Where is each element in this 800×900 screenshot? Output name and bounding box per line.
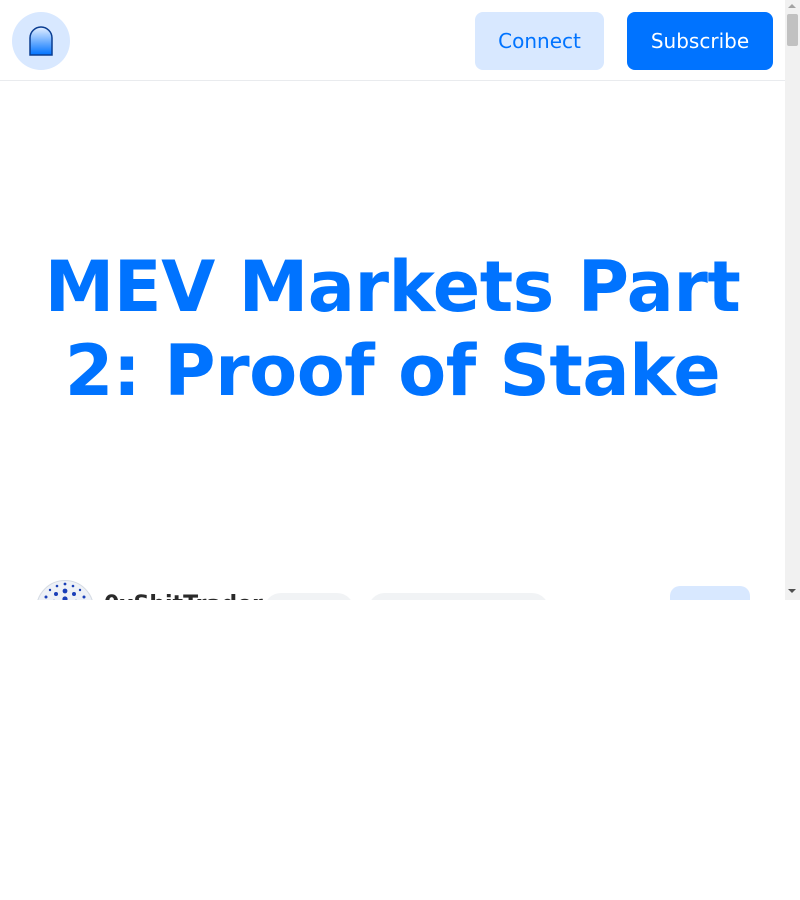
author-name[interactable]: 0xShitTrader [104,592,263,600]
meta-pill[interactable] [264,593,354,600]
scroll-up-arrow-icon[interactable] [788,4,796,8]
article-byline: 0xShitTrader [0,576,785,600]
scrollbar-thumb[interactable] [787,14,798,46]
meta-pill[interactable] [368,593,549,600]
blank-area [0,600,800,900]
dotted-globe-avatar [44,582,86,600]
site-logo[interactable] [12,12,70,70]
author-avatar[interactable] [36,580,94,600]
vertical-scrollbar[interactable] [785,0,800,600]
article-title: MEV Markets Part 2: Proof of Stake [44,246,741,412]
scroll-down-arrow-icon[interactable] [788,589,796,593]
byline-action-button[interactable] [670,586,750,600]
site-header: Connect Subscribe [0,0,785,81]
connect-button[interactable]: Connect [475,12,604,70]
mirror-arch-icon [29,26,53,56]
browser-viewport: Connect Subscribe MEV Markets Part 2: Pr… [0,0,800,600]
subscribe-button[interactable]: Subscribe [627,12,773,70]
